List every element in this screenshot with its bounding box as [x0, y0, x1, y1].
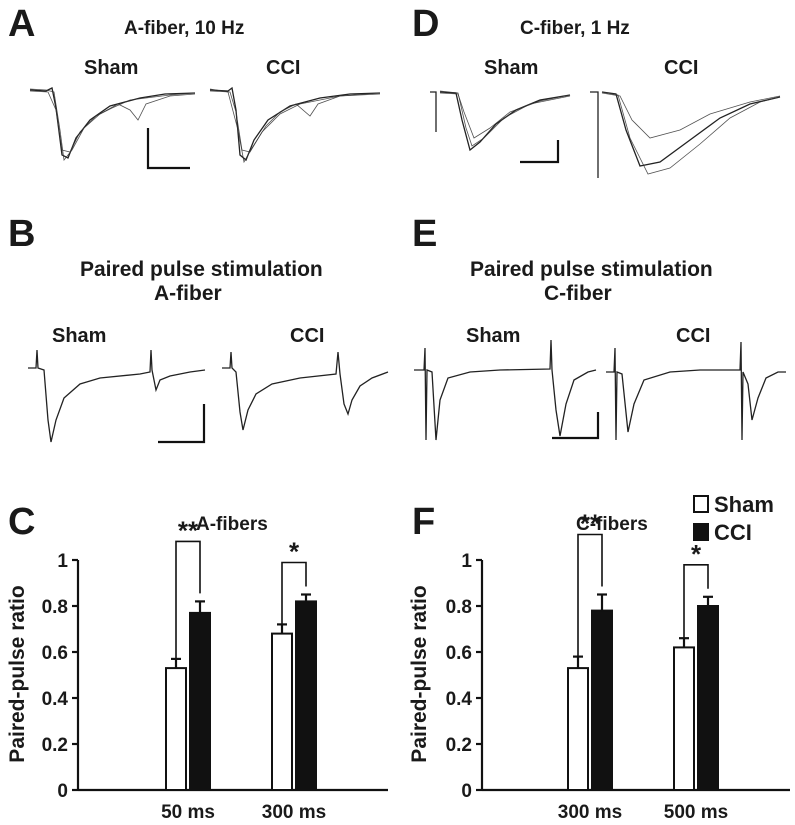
chart-f-ytick-label: 0.6: [446, 643, 472, 664]
panel-b-cci-trace: [222, 351, 389, 431]
panel-letter-f: F: [412, 501, 435, 543]
chart-c-bar-cci: [189, 611, 211, 792]
chart-f-bar-cci: [591, 609, 613, 791]
panel-letter-b: B: [8, 213, 35, 255]
panel-d-cci-traces: [590, 91, 781, 178]
legend-label-cci: CCI: [714, 520, 752, 545]
chart-c-ytick-label: 0.2: [42, 735, 68, 756]
chart-f-bar-sham: [567, 667, 589, 791]
chart-c-significance-label: *: [289, 537, 300, 567]
panel-d-scale-bar: [520, 140, 560, 164]
panel-b-sham-trace: [28, 349, 206, 443]
chart-c-bar-sham: [271, 632, 293, 791]
chart-c-ytick-label: 0: [57, 781, 68, 802]
panel-b-title: Paired pulse stimulation: [80, 258, 323, 281]
panel-letter-c: C: [8, 501, 35, 543]
chart-f-significance-bracket: [577, 533, 603, 663]
chart-c: 0 0.2 0.4 0.6 0.8 1 ** 50 ms * 300 ms: [42, 515, 388, 823]
panel-d: D C-fiber, 1 Hz Sham CCI: [412, 3, 781, 178]
panel-b-subtitle: A-fiber: [154, 282, 222, 305]
panel-a-cci-label: CCI: [266, 57, 300, 79]
panel-a-scale-bar: [146, 128, 190, 170]
legend-swatch-sham: [693, 495, 709, 513]
panel-d-sham-label: Sham: [484, 57, 538, 79]
panel-d-sham-traces: [430, 90, 571, 152]
chart-c-ytick-label: 0.4: [42, 689, 69, 710]
panel-d-cci-label: CCI: [664, 57, 698, 79]
chart-f-title: C-fibers: [576, 514, 648, 535]
chart-f-ytick-label: 0.8: [446, 597, 472, 618]
panel-c: C A-fibers Paired-pulse ratio 0 0.2 0.4 0.6…: [6, 501, 388, 823]
chart-f-ytick-label: 1: [461, 551, 472, 572]
chart-c-title: A-fibers: [196, 514, 268, 535]
legend-swatch-cci: [693, 523, 709, 541]
chart-c-ytick-label: 0.6: [42, 643, 68, 664]
panel-a: A A-fiber, 10 Hz Sham CCI: [8, 3, 381, 170]
panel-f: F C-fibers Paired-pulse ratio 0 0.2 0.4 0.6…: [408, 501, 790, 823]
chart-f-bar-sham: [673, 646, 695, 792]
chart-f-significance-label: **: [580, 509, 601, 539]
chart-f-significance-label: *: [691, 539, 702, 569]
chart-c-ytick-label: 1: [57, 551, 68, 572]
panel-b: B Paired pulse stimulation A-fiber Sham …: [8, 213, 389, 444]
chart-c-category-label: 50 ms: [161, 802, 215, 823]
chart-c-significance-label: **: [178, 515, 199, 545]
panel-letter-e: E: [412, 213, 437, 255]
chart-c-significance-bracket: [281, 561, 307, 628]
panel-e-subtitle: C-fiber: [544, 282, 612, 305]
legend-label-sham: Sham: [714, 492, 774, 517]
chart-c-significance-bracket: [175, 540, 201, 663]
panel-letter-a: A: [8, 3, 35, 45]
chart-f: 0 0.2 0.4 0.6 0.8 1 ** 300 ms * 500 ms: [446, 509, 790, 823]
chart-c-bar-cci: [295, 600, 317, 792]
panel-a-sham-label: Sham: [84, 57, 138, 79]
chart-c-ytick-label: 0.8: [42, 597, 68, 618]
panel-e-cci-label: CCI: [676, 325, 710, 347]
chart-f-ytick-label: 0.2: [446, 735, 472, 756]
panel-b-sham-label: Sham: [52, 325, 106, 347]
legend: Sham CCI: [693, 492, 774, 545]
chart-f-category-label: 300 ms: [558, 802, 622, 823]
panel-a-sham-traces: [29, 87, 196, 161]
chart-f-category-label: 500 ms: [664, 802, 728, 823]
chart-f-ytick-label: 0: [461, 781, 472, 802]
panel-e-title: Paired pulse stimulation: [470, 258, 713, 281]
chart-c-category-label: 300 ms: [262, 802, 326, 823]
panel-e-sham-label: Sham: [466, 325, 520, 347]
panel-a-cci-traces: [209, 86, 381, 164]
panel-a-title: A-fiber, 10 Hz: [124, 18, 244, 39]
panel-e-sham-trace: [414, 339, 597, 441]
panel-e-scale-bar: [552, 412, 600, 440]
chart-c-ylabel: Paired-pulse ratio: [6, 585, 29, 762]
panel-b-cci-label: CCI: [290, 325, 324, 347]
chart-c-bar-sham: [165, 667, 187, 791]
panel-d-title: C-fiber, 1 Hz: [520, 18, 630, 39]
chart-f-bar-cci: [697, 605, 719, 791]
chart-f-ytick-label: 0.4: [446, 689, 473, 710]
panel-b-scale-bar: [158, 404, 206, 444]
chart-f-significance-bracket: [683, 563, 709, 642]
panel-e: E Paired pulse stimulation C-fiber Sham …: [412, 213, 786, 441]
panel-letter-d: D: [412, 3, 439, 45]
chart-f-ylabel: Paired-pulse ratio: [408, 585, 431, 762]
panel-e-cci-trace: [606, 341, 786, 441]
